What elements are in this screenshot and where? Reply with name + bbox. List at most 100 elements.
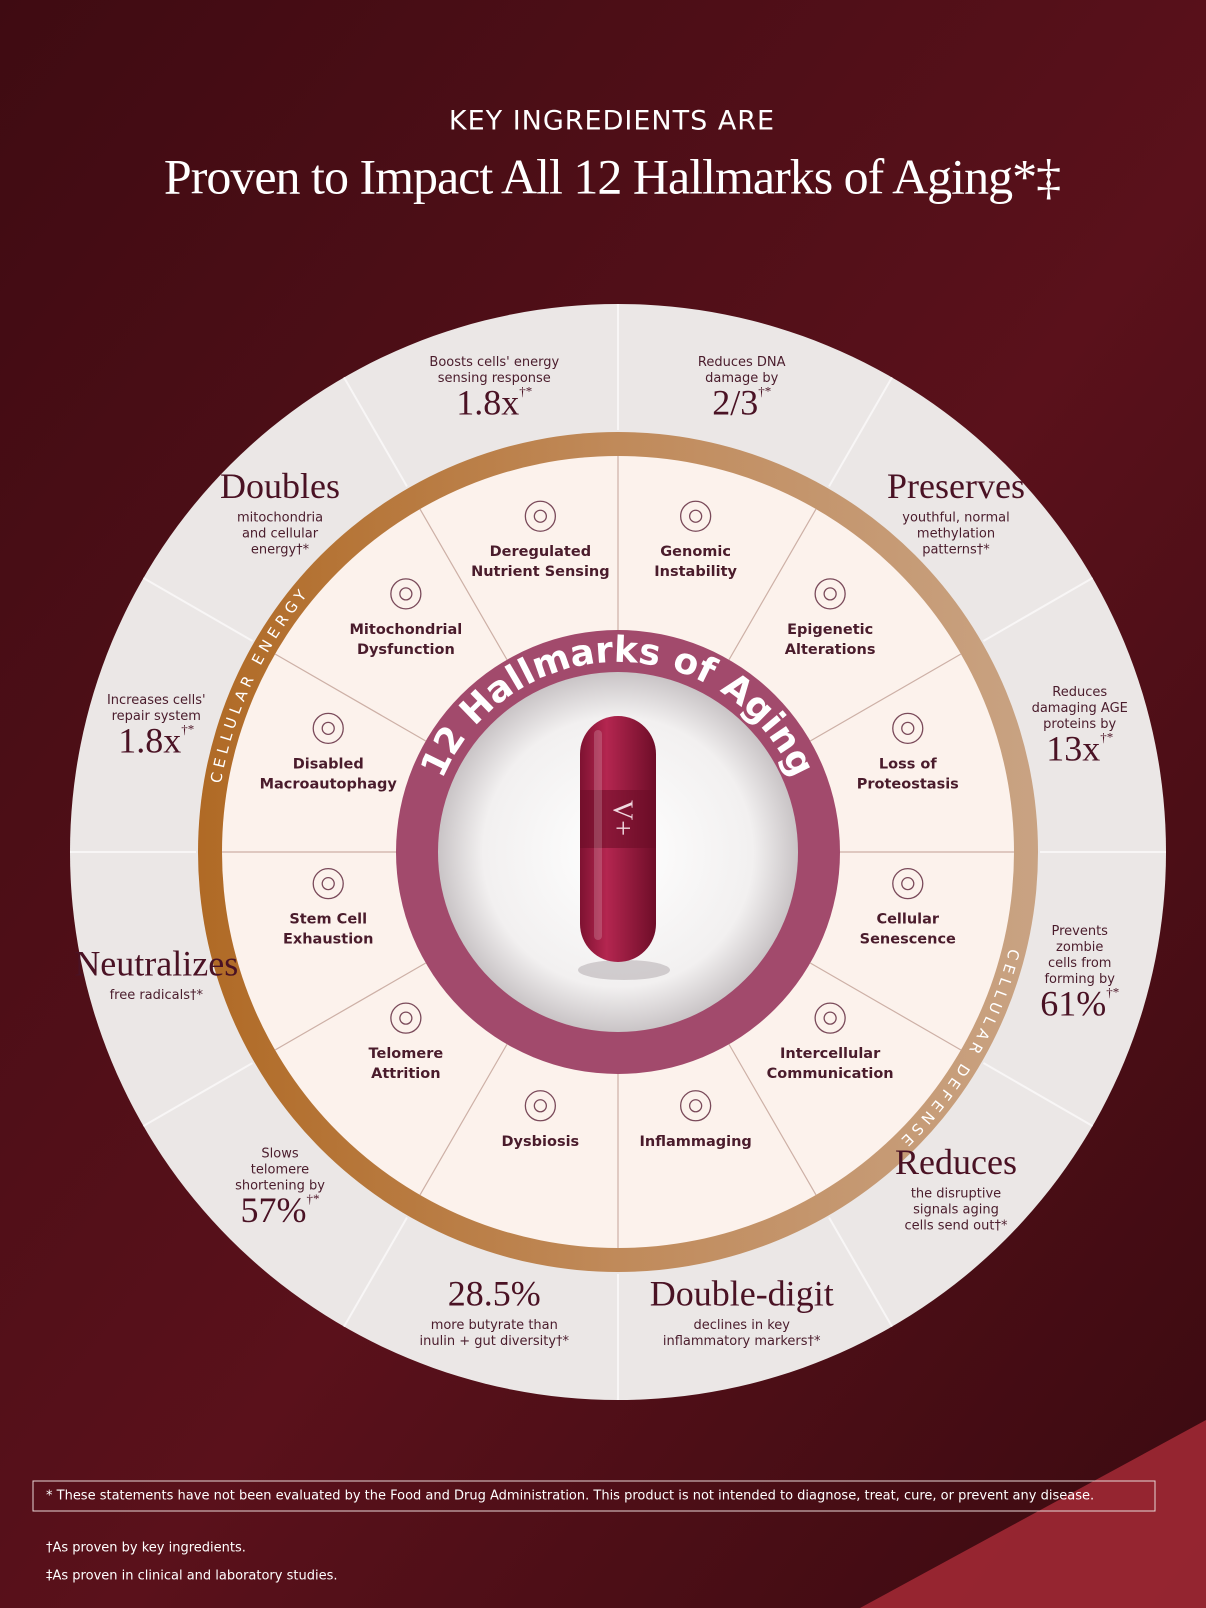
stat-text: Reduces DNA	[698, 355, 786, 370]
stat-number: Doubles	[220, 466, 340, 506]
outer-divider	[343, 1216, 408, 1328]
hallmark-label: Exhaustion	[283, 932, 374, 948]
outer-divider	[343, 376, 408, 488]
disclaimer: * These statements have not been evaluat…	[46, 1489, 1094, 1504]
stat-text: Increases cells'	[107, 693, 206, 708]
footnote: †As proven by key ingredients.	[46, 1541, 246, 1556]
hallmark-label: Nutrient Sensing	[471, 564, 610, 580]
hallmark-label: Attrition	[371, 1066, 440, 1082]
hallmark-label: Mitochondrial	[349, 622, 462, 638]
stat-value: 2/3†*	[712, 383, 771, 423]
kicker: KEY INGREDIENTS ARE	[449, 106, 775, 137]
sector-divider	[809, 653, 962, 742]
hallmark-label: Stem Cell	[289, 912, 367, 928]
stat-value: Neutralizes	[74, 944, 238, 984]
stat-text: Prevents	[1051, 924, 1108, 939]
stat-text: zombie	[1056, 940, 1103, 955]
sector-divider	[728, 1043, 817, 1196]
hallmark-icon	[814, 578, 846, 610]
stat-text: inflammatory markers†*	[663, 1334, 821, 1349]
hallmark-icon	[312, 712, 344, 745]
sector-divider	[809, 962, 962, 1051]
outer-divider	[828, 376, 893, 488]
hallmark-label: Deregulated	[490, 544, 591, 560]
stat-value: 61%†*	[1040, 984, 1119, 1024]
stat-text: shortening by	[235, 1178, 325, 1193]
hallmark-icon	[399, 587, 413, 601]
hallmark-label: Dysbiosis	[502, 1134, 580, 1150]
hallmark-label: Epigenetic	[787, 622, 873, 638]
stat-value: 1.8x†*	[118, 721, 194, 761]
hallmark-label: Instability	[654, 564, 737, 580]
stat-text: and cellular	[242, 527, 319, 542]
stat-value: Reduces	[895, 1142, 1017, 1182]
sector-divider	[274, 653, 427, 742]
hallmark-icon	[399, 1011, 413, 1025]
stat-number: Preserves	[887, 466, 1025, 506]
hallmark-icon	[390, 578, 422, 610]
hallmark-icon	[814, 1002, 846, 1034]
hallmark-icon	[901, 876, 915, 891]
stat-text: more butyrate than	[431, 1318, 558, 1333]
stat-text: the disruptive	[911, 1186, 1001, 1201]
outer-divider	[142, 1062, 254, 1127]
stat-number: Neutralizes	[74, 944, 238, 984]
stat-mark: †*	[307, 1191, 320, 1206]
stat-text: Reduces	[1052, 685, 1107, 700]
stat-value: Preserves	[887, 466, 1025, 506]
hallmark-icon	[892, 867, 924, 900]
stat-text: methylation	[917, 527, 995, 542]
hallmark-icon	[823, 587, 837, 601]
sector-divider	[728, 508, 817, 661]
stat-number: 2/3	[712, 383, 758, 423]
stat-text: forming by	[1044, 972, 1115, 987]
stat-text: declines in key	[693, 1318, 790, 1333]
stat-number: 57%	[241, 1190, 307, 1230]
stat-value: 57%†*	[241, 1190, 320, 1230]
hallmark-label: Inflammaging	[639, 1134, 751, 1150]
stat-text: cells from	[1048, 956, 1112, 971]
hallmark-icon	[679, 1090, 712, 1122]
hallmark-icon	[524, 500, 557, 532]
stat-text: cells send out†*	[905, 1218, 1008, 1233]
stat-number: Reduces	[895, 1142, 1017, 1182]
hallmark-label: Macroautophagy	[260, 776, 398, 792]
stat-value: 28.5%	[448, 1274, 541, 1314]
stat-text: Boosts cells' energy	[429, 355, 559, 370]
stat-value: 13x†*	[1046, 729, 1113, 769]
hallmark-icon	[679, 500, 712, 532]
sector-divider	[419, 1043, 508, 1196]
stat-number: 61%	[1040, 984, 1106, 1024]
stat-number: 1.8x	[118, 721, 181, 761]
hallmark-icon	[524, 1090, 557, 1122]
stat-value: Doubles	[220, 466, 340, 506]
stat-mark: †*	[181, 721, 194, 736]
hallmark-icon	[321, 876, 335, 891]
stat-mark: †*	[519, 383, 532, 398]
stat-text: inulin + gut diversity†*	[420, 1334, 570, 1349]
outer-divider	[142, 577, 254, 642]
stat-text: sensing response	[438, 371, 551, 386]
stat-number: 13x	[1046, 729, 1100, 769]
stat-text: patterns†*	[922, 543, 990, 558]
stat-text: Slows	[261, 1146, 298, 1161]
stat-text: free radicals†*	[110, 988, 204, 1003]
hallmark-label: Disabled	[293, 756, 364, 772]
hallmark-icon	[533, 509, 548, 523]
stat-text: proteins by	[1043, 717, 1116, 732]
stat-text: repair system	[112, 709, 201, 724]
sector-divider	[274, 962, 427, 1051]
hallmark-label: Telomere	[369, 1046, 444, 1062]
stat-text: damage by	[705, 371, 778, 386]
hallmark-icon	[390, 1002, 422, 1034]
stat-text: mitochondria	[237, 511, 323, 526]
hallmark-icon	[823, 1011, 837, 1025]
hallmark-icon	[321, 721, 335, 736]
outer-divider	[828, 1216, 893, 1328]
hallmark-icon	[901, 721, 915, 736]
stat-number: 1.8x	[456, 383, 519, 423]
hallmark-icon	[892, 712, 924, 745]
stat-text: telomere	[251, 1162, 309, 1177]
